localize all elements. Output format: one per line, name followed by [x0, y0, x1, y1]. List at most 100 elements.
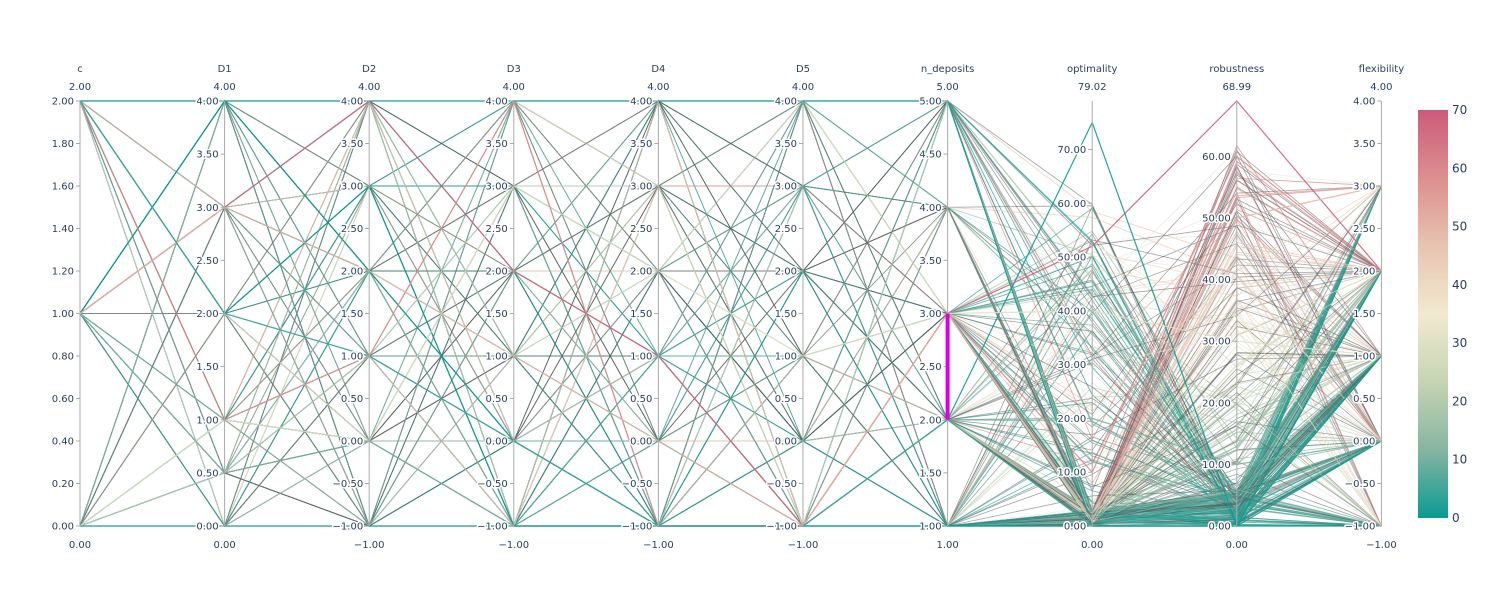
axis-range-min: −1.00 — [788, 540, 819, 551]
tick-label: 4.00 — [919, 203, 941, 214]
tick-label: 0.00 — [1353, 437, 1375, 448]
tick-label: 4.00 — [1353, 97, 1375, 108]
axis-robustness[interactable]: robustness 68.99 0.00 0.00 10.00 20.00 30.00 40… — [1201, 64, 1265, 551]
tick-label: 1.50 — [775, 309, 797, 320]
axis-optimality[interactable]: optimality 79.02 0.00 0.00 10.00 20.00 30.00 40… — [1056, 64, 1118, 551]
tick-label: 2.00 — [341, 267, 363, 278]
tick-label: 3.50 — [341, 139, 363, 150]
tick-label: −1.00 — [333, 522, 364, 533]
data-line — [79, 100, 1382, 527]
tick-label: 1.00 — [486, 352, 508, 363]
axis-title: robustness — [1209, 64, 1264, 75]
axis-D2[interactable]: D2 4.00 −1.00 −1.00 −0.50 0.00 0.50 1.00 1.50 2.0… — [331, 64, 385, 551]
tick-label: 60.00 — [1202, 152, 1231, 163]
tick-label: 2.00 — [52, 97, 74, 108]
tick-label: 2.50 — [486, 224, 508, 235]
axis-range-min: 1.00 — [936, 540, 958, 551]
axis-D5[interactable]: D5 4.00 −1.00 −1.00 −0.50 0.00 0.50 1.00 1.50 2.0… — [765, 64, 819, 551]
colorbar-tick-label: 10 — [1452, 453, 1467, 467]
tick-label: 2.50 — [341, 224, 363, 235]
tick-label: 0.00 — [1209, 522, 1231, 533]
tick-label: −0.50 — [766, 479, 797, 490]
axis-constraint-bar[interactable] — [945, 313, 950, 420]
tick-label: 2.50 — [630, 224, 652, 235]
tick-label: 4.00 — [341, 97, 363, 108]
axis-range-max: 4.00 — [792, 82, 814, 93]
tick-label: 10.00 — [1058, 468, 1087, 479]
tick-label: −0.50 — [622, 479, 653, 490]
colorbar-tick-label: 60 — [1452, 161, 1467, 175]
axis-c[interactable]: c 2.00 0.00 0.00 0.20 0.40 0.60 0.80 1.00 1.20 1.4… — [50, 64, 91, 551]
tick-label: 1.00 — [919, 522, 941, 533]
data-line — [79, 170, 1382, 527]
tick-label: 20.00 — [1058, 414, 1087, 425]
tick-label: 2.00 — [196, 309, 218, 320]
axis-title: D4 — [651, 64, 665, 75]
colorbar-tick-label: 30 — [1452, 336, 1467, 350]
axes: c 2.00 0.00 0.00 0.20 0.40 0.60 0.80 1.00 1.20 1.4… — [50, 64, 1404, 551]
tick-label: −1.00 — [766, 522, 797, 533]
tick-label: 3.50 — [196, 150, 218, 161]
axis-n-deposits[interactable]: n_deposits 5.00 1.00 1.00 1.50 2.00 2.50 3.00 3.… — [918, 64, 974, 551]
data-line-sample — [79, 185, 1382, 527]
tick-label: 1.50 — [486, 309, 508, 320]
axis-D3[interactable]: D3 4.00 −1.00 −1.00 −0.50 0.00 0.50 1.00 1.50 2.0… — [476, 64, 529, 551]
tick-label: 40.00 — [1058, 306, 1087, 317]
tick-label: 3.50 — [630, 139, 652, 150]
axis-title: c — [77, 64, 83, 75]
data-line — [79, 170, 1382, 527]
tick-label: 3.50 — [1353, 139, 1375, 150]
colorbar: 0 10 20 30 40 50 60 70 — [1418, 103, 1467, 525]
tick-label: 0.50 — [196, 468, 218, 479]
axis-range-max: 4.00 — [213, 82, 235, 93]
tick-label: 5.00 — [919, 97, 941, 108]
tick-label: 3.00 — [630, 182, 652, 193]
tick-label: 3.00 — [341, 182, 363, 193]
tick-label: 2.00 — [1353, 267, 1375, 278]
tick-label: 0.00 — [630, 437, 652, 448]
tick-label: 50.00 — [1202, 213, 1231, 224]
tick-label: 2.50 — [775, 224, 797, 235]
tick-label: 1.50 — [630, 309, 652, 320]
axis-range-min: −1.00 — [1366, 540, 1397, 551]
tick-label: 2.00 — [630, 267, 652, 278]
axis-title: D1 — [218, 64, 232, 75]
tick-label: 1.50 — [341, 309, 363, 320]
axis-range-min: −1.00 — [643, 540, 674, 551]
data-line-sample — [79, 100, 1382, 527]
tick-label: 3.00 — [486, 182, 508, 193]
tick-label: 2.50 — [1353, 224, 1375, 235]
tick-label: 0.00 — [775, 437, 797, 448]
tick-label: 0.50 — [630, 394, 652, 405]
tick-label: 1.50 — [1353, 309, 1375, 320]
tick-label: 4.50 — [919, 150, 941, 161]
tick-label: 1.60 — [52, 182, 74, 193]
tick-label: 4.00 — [630, 97, 652, 108]
axis-range-max: 4.00 — [358, 82, 380, 93]
tick-label: 1.40 — [52, 224, 74, 235]
tick-label: −0.50 — [1345, 479, 1376, 490]
axis-range-min: 0.00 — [1226, 540, 1248, 551]
tick-label: 3.50 — [486, 139, 508, 150]
axis-range-max: 4.00 — [503, 82, 525, 93]
axis-title: D5 — [796, 64, 810, 75]
tick-label: 0.80 — [52, 352, 74, 363]
tick-label: 2.00 — [775, 267, 797, 278]
axis-range-max: 4.00 — [647, 82, 669, 93]
axis-range-min: 0.00 — [213, 540, 235, 551]
axis-range-max: 68.99 — [1222, 82, 1251, 93]
tick-label: −0.50 — [477, 479, 508, 490]
tick-label: 40.00 — [1202, 275, 1231, 286]
tick-label: 1.00 — [630, 352, 652, 363]
axis-range-max: 79.02 — [1078, 82, 1107, 93]
colorbar-gradient — [1418, 110, 1448, 518]
axis-flexibility[interactable]: flexibility 4.00 −1.00 −1.00 −0.50 0.00 0.50 1.… — [1343, 64, 1404, 551]
axis-D1[interactable]: D1 4.00 0.00 0.00 0.50 1.00 1.50 2.00 2.50 3.00 3.… — [195, 64, 236, 551]
tick-label: 50.00 — [1058, 253, 1087, 264]
tick-label: 3.00 — [919, 309, 941, 320]
data-line-sample — [79, 100, 1382, 527]
tick-label: 0.40 — [52, 437, 74, 448]
axis-D4[interactable]: D4 4.00 −1.00 −1.00 −0.50 0.00 0.50 1.00 1.50 2.0… — [620, 64, 674, 551]
tick-label: 60.00 — [1058, 199, 1087, 210]
tick-label: 1.50 — [196, 362, 218, 373]
